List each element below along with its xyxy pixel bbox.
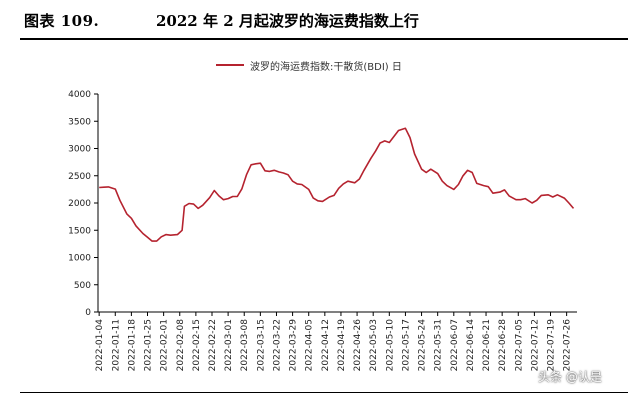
x-tick-label: 2022-01-18 [127,319,137,372]
figure-number: 图表 109. [24,12,100,30]
y-tick-label: 3500 [68,117,91,127]
bottom-rule [20,392,628,393]
x-tick-label: 2022-01-04 [95,319,105,372]
bdi-series-line [99,127,575,242]
x-tick-label: 2022-03-29 [289,319,299,372]
y-tick-label: 2500 [68,172,91,182]
y-tick-label: 0 [85,308,91,318]
y-tick-label: 1000 [68,254,91,264]
x-tick-label: 2022-04-12 [321,319,331,371]
x-tick-label: 2022-07-05 [514,319,524,371]
x-tick-label: 2022-05-17 [401,319,411,371]
y-tick-label: 3000 [68,145,91,155]
x-tick-label: 2022-03-15 [256,319,266,371]
x-tick-label: 2022-06-14 [466,319,476,372]
x-tick-label: 2022-05-10 [385,319,395,372]
x-tick-label: 2022-02-22 [208,319,218,371]
x-tick-label: 2022-07-26 [563,319,573,372]
x-tick-label: 2022-07-19 [547,319,557,372]
x-tick-label: 2022-05-03 [369,319,379,371]
x-tick-label: 2022-05-31 [434,319,444,371]
x-tick-label: 2022-01-25 [144,319,154,371]
legend-label: 波罗的海运费指数:干散货(BDI) 日 [250,62,402,73]
x-tick-label: 2022-07-12 [530,319,540,371]
x-tick-label: 2022-01-11 [111,319,121,371]
x-tick-label: 2022-06-07 [450,319,460,371]
y-tick-label: 4000 [68,90,91,100]
x-tick-label: 2022-04-26 [353,319,363,372]
legend-swatch [216,64,244,66]
x-tick-label: 2022-06-28 [498,319,508,372]
x-tick-label: 2022-05-24 [418,319,428,372]
y-tick-label: 1500 [68,226,91,236]
x-tick-label: 2022-02-08 [176,319,186,372]
figure-title: 2022 年 2 月起波罗的海运费指数上行 [156,12,419,30]
watermark-text: 头条 @认是 [538,370,602,384]
x-tick-label: 2022-03-01 [224,319,234,371]
x-tick-label: 2022-03-22 [272,319,282,371]
x-tick-label: 2022-04-19 [337,319,347,372]
x-tick-label: 2022-04-05 [305,319,315,371]
x-tick-label: 2022-02-15 [192,319,202,371]
y-tick-label: 2000 [68,199,91,209]
x-tick-label: 2022-03-08 [240,319,250,372]
top-rule [20,38,628,40]
y-tick-label: 500 [74,281,91,291]
x-tick-label: 2022-06-21 [482,319,492,371]
x-tick-label: 2022-02-01 [160,319,170,371]
figure-header: 图表 109. 2022 年 2 月起波罗的海运费指数上行 [0,0,640,38]
